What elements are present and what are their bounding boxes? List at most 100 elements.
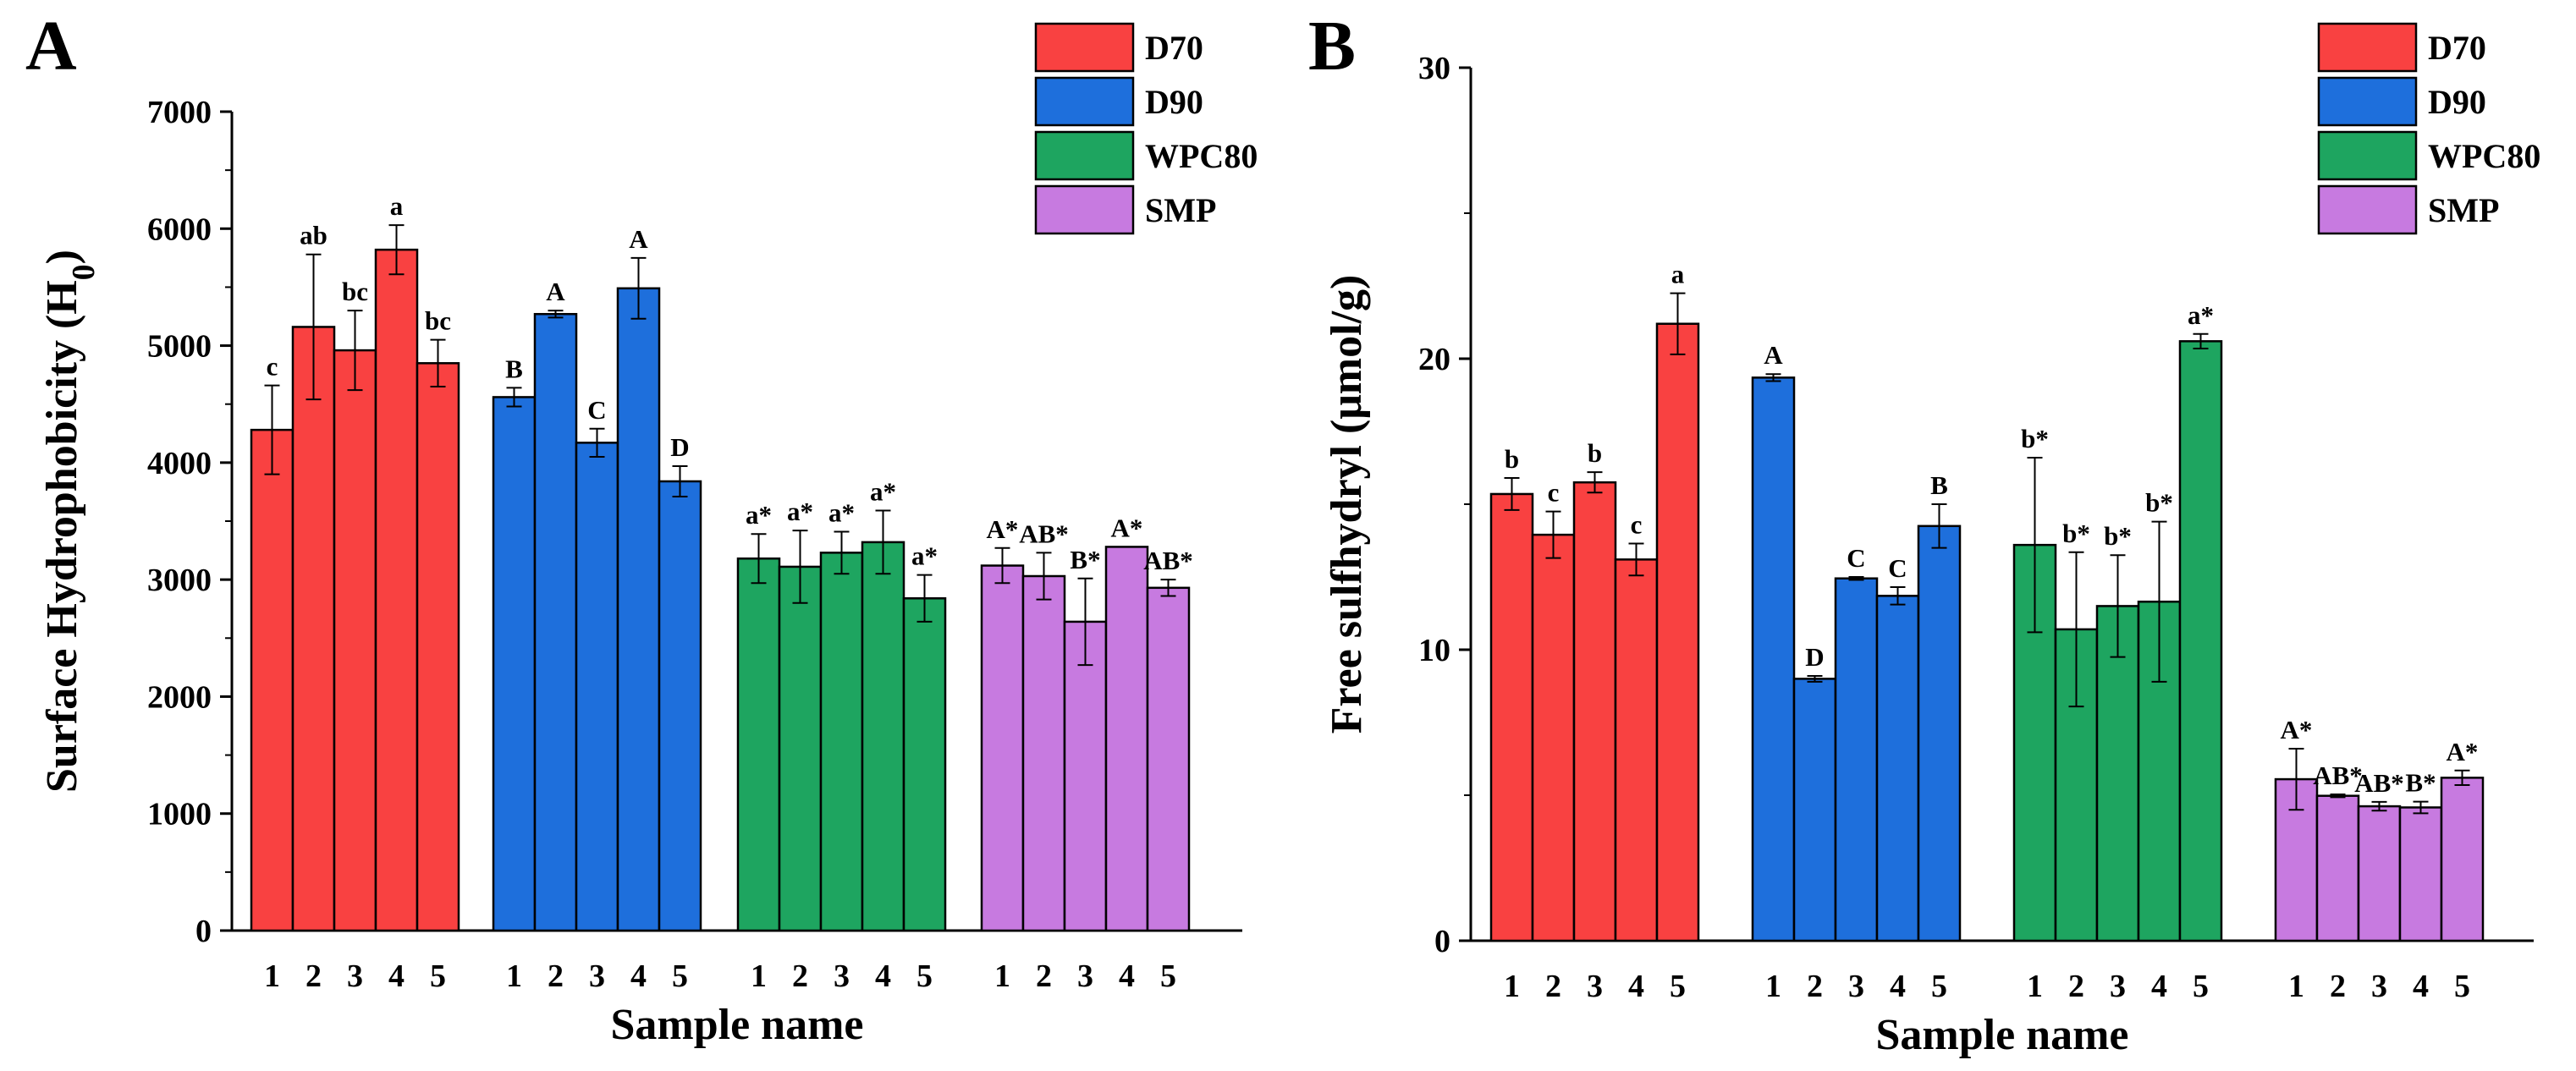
- x-tick-label: 4: [2151, 969, 2167, 1004]
- series-smp: A* 1 AB* 2 B* 3 A* 4 AB* 5: [980, 513, 1193, 994]
- legend-swatch: [1034, 184, 1135, 235]
- x-tick-label: 4: [2413, 969, 2429, 1004]
- x-tick-label: 4: [630, 958, 647, 994]
- x-tick-label: 3: [2110, 969, 2126, 1004]
- x-tick-label: 3: [347, 958, 363, 994]
- bar: [1834, 577, 1879, 942]
- legend-swatch: [1034, 22, 1135, 73]
- significance-label: a: [1671, 260, 1685, 289]
- x-tick-label: 3: [1077, 958, 1093, 994]
- bar: [658, 480, 702, 932]
- bar: [333, 349, 377, 932]
- significance-label: A: [1764, 340, 1783, 370]
- bar: [2440, 777, 2485, 942]
- significance-label: c: [267, 352, 278, 382]
- y-tick-label: 0: [1434, 924, 1450, 959]
- y-tick-label: 7000: [147, 95, 212, 130]
- x-tick-label: 5: [2193, 969, 2209, 1004]
- bar: [1146, 586, 1191, 932]
- bar: [250, 428, 294, 932]
- x-tick-label: 1: [264, 958, 280, 994]
- significance-label: ab: [300, 221, 328, 250]
- significance-label: a*: [911, 541, 938, 571]
- bar: [291, 326, 336, 932]
- panel-letter: B: [1308, 7, 1356, 85]
- significance-label: B*: [1070, 545, 1100, 574]
- significance-label: D: [1805, 642, 1824, 672]
- significance-label: b*: [2062, 519, 2090, 548]
- y-tick-label: 30: [1418, 51, 1450, 86]
- bar: [819, 552, 864, 932]
- bar: [1489, 492, 1534, 942]
- x-tick-label: 4: [1628, 969, 1644, 1004]
- y-tick-label: 1000: [147, 797, 212, 832]
- series-d70: c 1 ab 2 bc 3 a 4 bc 5: [250, 191, 460, 994]
- panel-b: B 0 10 20 30 Free sulfhydryl (μmol/g) Sample n…: [1308, 7, 2540, 1059]
- significance-label: b: [1588, 438, 1602, 468]
- series-d70: b 1 c 2 b 3 c 4 a 5: [1489, 260, 1700, 1004]
- significance-label: c: [1548, 478, 1560, 508]
- significance-label: B: [1930, 470, 1948, 500]
- x-tick-label: 1: [1765, 969, 1781, 1004]
- x-tick-label: 2: [1036, 958, 1052, 994]
- legend-swatch: [2317, 184, 2418, 235]
- bar: [902, 597, 947, 932]
- legend-label: SMP: [2428, 191, 2499, 229]
- x-axis-title: Sample name: [611, 1001, 864, 1049]
- y-tick-label: 10: [1418, 633, 1450, 668]
- y-tick-label: 0: [195, 914, 212, 949]
- significance-label: b*: [2145, 488, 2173, 518]
- y-tick-label: 20: [1418, 342, 1450, 377]
- bar: [1063, 620, 1108, 932]
- bar: [374, 248, 419, 932]
- bar: [2398, 806, 2443, 942]
- significance-label: c: [1631, 509, 1643, 539]
- bar: [1021, 574, 1066, 932]
- bar: [2315, 794, 2360, 942]
- series-wpc80: b* 1 b* 2 b* 3 b* 4 a* 5: [2012, 300, 2223, 1004]
- significance-label: A*: [2447, 737, 2479, 766]
- legend-label: D70: [2428, 29, 2486, 67]
- significance-label: AB*: [1019, 519, 1069, 548]
- bar: [980, 564, 1025, 932]
- y-tick-label: 5000: [147, 329, 212, 365]
- legend-label: WPC80: [2428, 137, 2540, 175]
- significance-label: AB*: [2354, 768, 2404, 798]
- x-tick-label: 1: [2288, 969, 2304, 1004]
- bar: [1104, 546, 1149, 932]
- x-tick-label: 5: [916, 958, 933, 994]
- legend-swatch: [2317, 76, 2418, 127]
- bar: [2178, 340, 2223, 942]
- legend-label: D90: [1145, 83, 1203, 121]
- bar: [1531, 533, 1576, 942]
- x-tick-label: 4: [875, 958, 891, 994]
- bar: [575, 442, 619, 932]
- x-tick-label: 2: [1545, 969, 1561, 1004]
- significance-label: bc: [425, 306, 451, 336]
- x-tick-label: 2: [2068, 969, 2084, 1004]
- legend-label: D90: [2428, 83, 2486, 121]
- bar: [1792, 678, 1837, 942]
- significance-label: AB*: [1143, 546, 1193, 575]
- x-tick-label: 5: [2454, 969, 2470, 1004]
- x-tick-label: 4: [388, 958, 405, 994]
- legend-label: WPC80: [1145, 137, 1258, 175]
- x-tick-label: 4: [1890, 969, 1906, 1004]
- legend-swatch: [2317, 130, 2418, 181]
- significance-label: B: [505, 354, 523, 383]
- significance-label: A*: [2281, 715, 2313, 744]
- significance-label: C: [587, 395, 606, 425]
- bar: [736, 557, 781, 932]
- bar: [1875, 595, 1920, 942]
- bar: [1572, 481, 1617, 942]
- bar: [1655, 322, 1700, 942]
- x-tick-label: 1: [2027, 969, 2043, 1004]
- bar: [1917, 525, 1962, 942]
- significance-label: a*: [2188, 300, 2214, 330]
- panel-a: A 0 1000 2000 3000 4000 5000 6000 7000 Surface Hy…: [25, 7, 1258, 1049]
- x-tick-label: 5: [1931, 969, 1947, 1004]
- significance-label: a*: [870, 477, 896, 507]
- significance-label: A*: [1111, 513, 1143, 542]
- legend: D70 D90 WPC80 SMP: [2317, 22, 2540, 235]
- significance-label: bc: [342, 277, 368, 306]
